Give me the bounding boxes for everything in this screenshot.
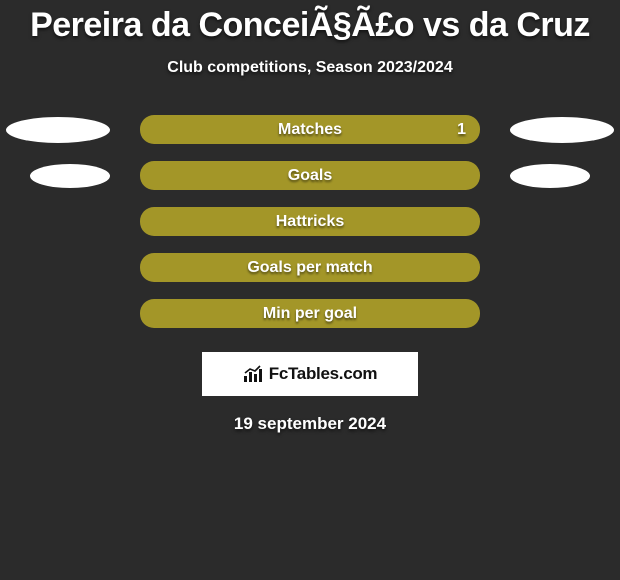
right-ellipse [510,117,614,143]
chart-icon [243,365,265,383]
stat-label: Hattricks [276,213,344,231]
stat-bar: Min per goal [140,299,480,328]
logo: FcTables.com [243,364,378,384]
stat-row: Goals [0,161,620,190]
stat-label: Goals per match [247,259,372,277]
stat-row: Matches 1 [0,115,620,144]
logo-text: FcTables.com [269,364,378,384]
stat-label: Min per goal [263,305,357,323]
right-ellipse [510,164,590,188]
stat-bar: Goals [140,161,480,190]
comparison-subtitle: Club competitions, Season 2023/2024 [0,59,620,77]
stat-label: Goals [288,167,332,185]
stat-value-right: 1 [457,121,466,139]
stat-row: Goals per match [0,253,620,282]
stat-bar: Matches 1 [140,115,480,144]
logo-box: FcTables.com [202,352,418,396]
stat-bar: Hattricks [140,207,480,236]
date-text: 19 september 2024 [0,414,620,434]
stat-label: Matches [278,121,342,139]
left-ellipse [6,117,110,143]
stat-row: Hattricks [0,207,620,236]
left-ellipse [30,164,110,188]
comparison-title: Pereira da ConceiÃ§Ã£o vs da Cruz [0,0,620,45]
stat-row: Min per goal [0,299,620,328]
stats-container: Matches 1 Goals Hattricks Goals per match Min… [0,115,620,328]
stat-bar: Goals per match [140,253,480,282]
